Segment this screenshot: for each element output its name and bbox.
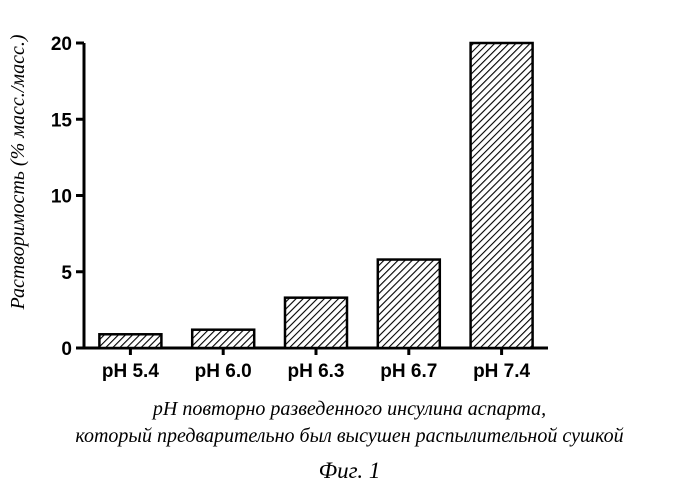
y-tick-label: 15 <box>51 110 73 131</box>
bar <box>285 298 347 348</box>
bars <box>99 43 532 348</box>
figure-label: Фиг. 1 <box>0 458 699 484</box>
y-axis-title-group: Растворимость (% масс./масс.) <box>7 34 29 310</box>
x-tick-label: pH 6.3 <box>287 361 344 382</box>
y-tick-label: 20 <box>51 34 72 55</box>
x-tick-label: pH 6.0 <box>195 361 252 382</box>
x-axis-title-line-2: который предварительно был высушен распы… <box>0 425 699 448</box>
bar <box>99 334 161 348</box>
bar <box>192 330 254 348</box>
y-ticks: 0 5 10 15 20 <box>51 34 84 360</box>
x-tick-label: pH 5.4 <box>102 361 159 382</box>
y-tick-label: 0 <box>61 339 72 360</box>
x-ticks: pH 5.4 pH 6.0 pH 6.3 pH 6.7 pH 7.4 <box>102 348 531 382</box>
y-axis-title: Растворимость (% масс./масс.) <box>7 34 29 310</box>
x-axis-title-line-1: pH повторно разведенного инсулина аспарт… <box>0 398 699 421</box>
x-tick-label: pH 7.4 <box>473 361 530 382</box>
bar <box>471 43 533 348</box>
x-tick-label: pH 6.7 <box>380 361 437 382</box>
y-tick-label: 10 <box>51 187 72 208</box>
bar <box>378 260 440 348</box>
y-tick-label: 5 <box>61 263 72 284</box>
